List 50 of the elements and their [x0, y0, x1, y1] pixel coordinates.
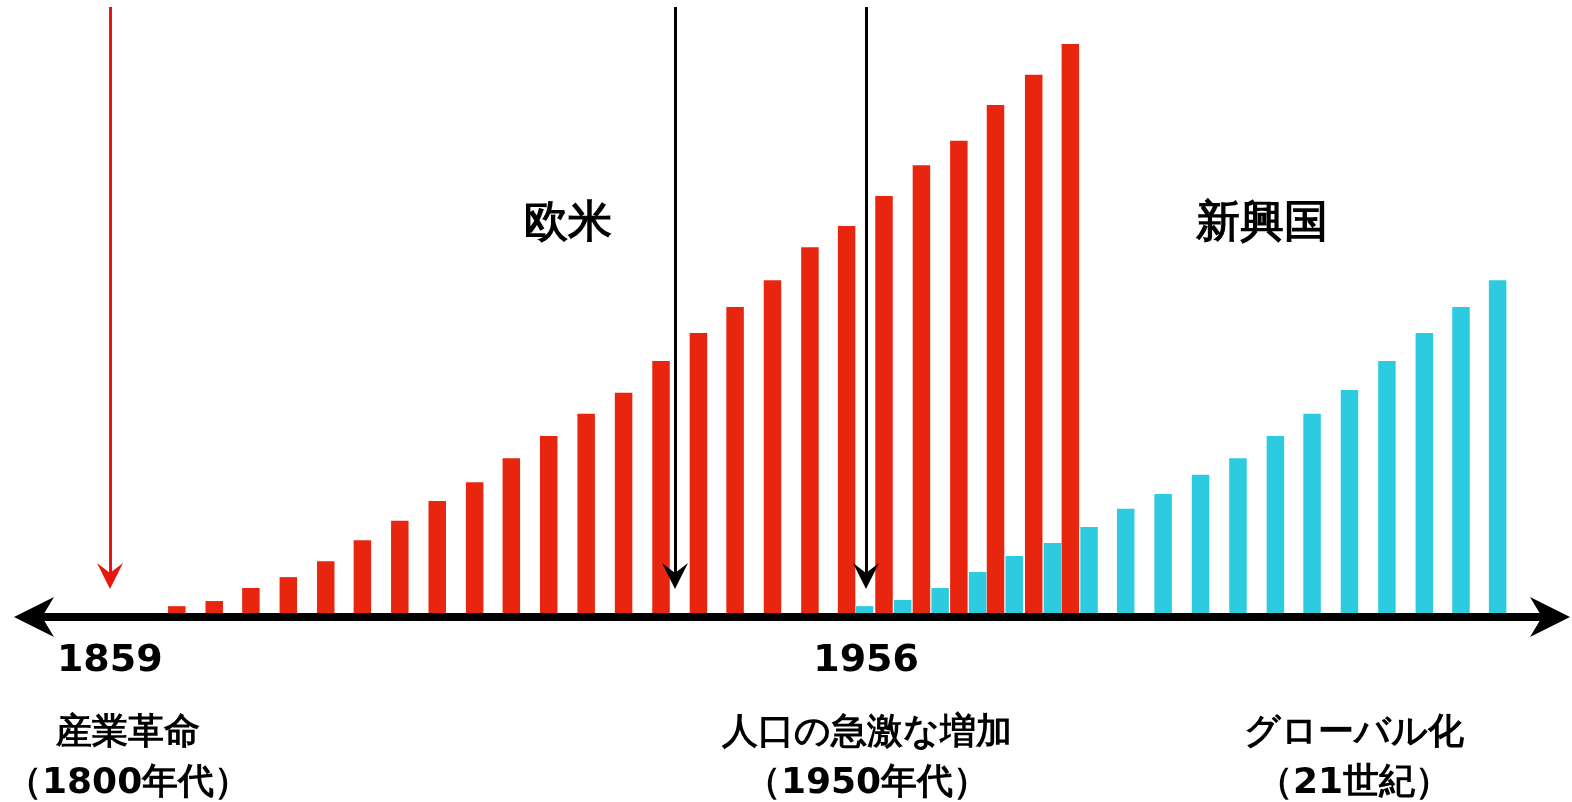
bar [875, 195, 893, 613]
text: グローバル化（21世紀） [1244, 709, 1465, 801]
bar [931, 587, 949, 613]
bar [1378, 360, 1396, 613]
bar [893, 599, 912, 613]
bar [837, 226, 856, 613]
bar [205, 601, 223, 613]
bar [1452, 306, 1470, 613]
bar [1415, 333, 1434, 613]
bar [391, 520, 409, 613]
bar [726, 306, 744, 613]
bar [1080, 527, 1098, 613]
bar [353, 540, 372, 613]
bar [242, 587, 260, 613]
x-tick-label: 1956 [813, 636, 919, 680]
bar [1005, 556, 1023, 613]
bar [168, 606, 186, 613]
bar [1488, 280, 1507, 613]
bar [1266, 436, 1285, 613]
bar [465, 482, 484, 613]
bar [968, 572, 987, 613]
text: 産業革命（1800年代） [6, 709, 251, 801]
bar [1043, 543, 1062, 613]
bar [912, 165, 931, 613]
bar [279, 577, 298, 613]
bar [614, 392, 633, 613]
bar [652, 360, 670, 613]
text: 新興国 [1195, 194, 1328, 246]
bar [539, 436, 558, 613]
bar [986, 104, 1005, 613]
bar [1024, 74, 1043, 613]
bar [1340, 389, 1359, 613]
bar [1303, 413, 1321, 613]
bar [689, 333, 708, 613]
bar [428, 500, 446, 613]
bar [855, 606, 874, 613]
bar [801, 247, 819, 613]
bar [577, 413, 595, 613]
x-tick-label: 1859 [56, 636, 163, 680]
bar [316, 561, 335, 613]
bar [950, 140, 968, 613]
bar [1154, 494, 1172, 613]
bar [1191, 474, 1210, 613]
bar [1116, 508, 1135, 613]
bar [502, 458, 521, 613]
text: 欧米 [524, 194, 612, 246]
text: 人口の急激な増加（1950年代） [721, 709, 1012, 801]
bar [763, 280, 782, 613]
bar [1061, 44, 1080, 613]
bar [1229, 458, 1247, 613]
